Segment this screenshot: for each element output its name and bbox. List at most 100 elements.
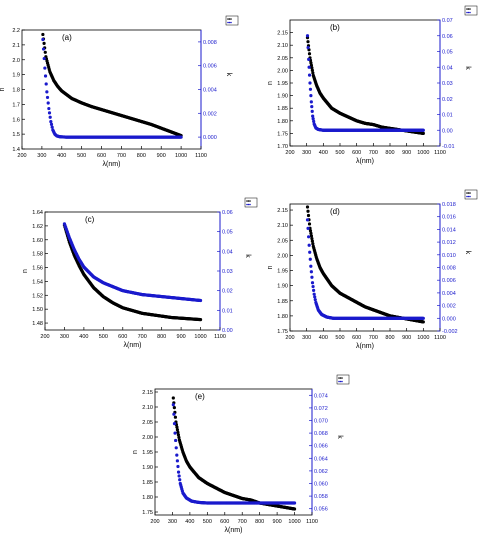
x-tick-label: 500 (99, 334, 108, 340)
y-right-tick-label: 0.006 (203, 64, 217, 70)
y-left-tick-label: 1.60 (32, 238, 43, 244)
y-left-tick-label: 1.90 (277, 94, 288, 100)
y-left-tick-label: 2.10 (142, 405, 153, 411)
y-left-tick-label: 1.58 (32, 252, 43, 258)
data-point (309, 63, 314, 67)
data-point (175, 428, 180, 432)
y-left-tick-label: 1.85 (277, 299, 288, 305)
data-point (173, 415, 178, 419)
y-right-tick-label: 0.03 (442, 81, 453, 87)
legend (464, 189, 478, 200)
series-k (171, 403, 297, 505)
y-left-axis-label: n (267, 81, 274, 85)
data-point (310, 236, 314, 241)
data-point (45, 90, 49, 94)
chart-panel-c: 200 300 400 500 600 700 800 900 1000 1100 1.48 1.50… (22, 197, 258, 349)
data-point (313, 295, 317, 299)
y-right-tick-label: 0.014 (442, 227, 456, 233)
legend-box (244, 197, 258, 208)
y-left-tick-label: 1.70 (277, 144, 288, 150)
y-left-tick-label: 1.9 (12, 73, 20, 79)
y-right-tick-label: 0.010 (442, 253, 456, 259)
data-point (198, 317, 203, 322)
chart-panel-a: 200 300 400 500 600 700 800 900 1000 1100 1.4 1.5 1.… (0, 15, 239, 168)
legend-marker-k (228, 21, 231, 24)
legend (225, 15, 239, 26)
y-right-axis-label: k (225, 73, 232, 77)
x-tick-label: 200 (17, 153, 26, 159)
data-point (47, 111, 52, 115)
data-point (49, 122, 54, 127)
data-point (172, 406, 176, 410)
data-point (174, 438, 178, 443)
y-right-tick-label: -0.002 (442, 329, 458, 335)
x-tick-label: 500 (335, 335, 344, 341)
y-left-tick-label: 1.75 (277, 131, 288, 137)
data-point (307, 243, 311, 247)
y-right-tick-label: 0.000 (442, 316, 456, 322)
data-point (309, 264, 313, 268)
legend-marker-n (227, 18, 229, 20)
series-n (41, 32, 183, 138)
data-point (306, 213, 311, 218)
y-right-tick-label: 0.016 (442, 215, 456, 221)
y-left-tick-label: 2.00 (277, 253, 288, 259)
y-right-axis-label: k (336, 435, 343, 439)
y-left-tick-label: 1.85 (142, 480, 153, 486)
data-point (175, 453, 179, 457)
x-tick-label: 900 (402, 335, 411, 341)
data-point (47, 106, 51, 111)
legend-marker-k (469, 195, 471, 198)
x-tick-label: 700 (117, 153, 126, 159)
x-tick-label: 300 (37, 153, 46, 159)
y-right-tick-label: 0.066 (314, 444, 328, 450)
series-k (41, 37, 183, 139)
x-tick-label: 400 (79, 334, 88, 340)
y-left-tick-label: 1.80 (277, 119, 288, 125)
legend-box (464, 189, 478, 200)
data-point (311, 117, 315, 121)
data-point (310, 239, 314, 243)
y-left-tick-label: 2.05 (277, 238, 288, 244)
y-right-tick-label: 0.00 (442, 128, 453, 134)
y-right-tick-label: 0.070 (314, 419, 328, 425)
data-point (48, 115, 52, 119)
y-left-tick-label: 1.8 (12, 88, 20, 94)
y-right-tick-label: 0.068 (314, 431, 328, 437)
x-tick-label: 700 (238, 519, 247, 525)
legend-marker-n (228, 18, 231, 20)
x-tick-label: 300 (302, 335, 311, 341)
panel-label: (c) (85, 215, 95, 224)
x-tick-label: 300 (302, 150, 311, 156)
data-point (307, 52, 312, 56)
legend (244, 197, 258, 208)
legend-box (464, 5, 478, 16)
legend-marker-k (339, 380, 342, 383)
x-tick-label: 800 (385, 335, 394, 341)
y-right-tick-label: 0.06 (222, 210, 233, 216)
legend-marker-n (467, 192, 470, 194)
y-right-tick-label: 0.06 (442, 34, 453, 40)
y-right-tick-label: 0.004 (203, 88, 217, 94)
data-point (172, 422, 177, 426)
data-point (292, 501, 297, 505)
legend-marker-n (339, 377, 342, 379)
data-point (41, 47, 46, 51)
data-point (305, 205, 310, 209)
x-tick-label: 1100 (195, 153, 207, 159)
panel-label: (d) (330, 207, 340, 216)
legend-marker-k (338, 380, 340, 383)
legend-marker-n (469, 8, 471, 10)
y-right-tick-label: 0.074 (314, 393, 328, 399)
legend-marker-n (466, 8, 468, 10)
data-point (43, 50, 47, 54)
legend-marker-k (466, 11, 468, 14)
y-right-axis-label: k (464, 251, 471, 255)
y-right-tick-label: 0.04 (222, 249, 233, 255)
data-point (45, 95, 50, 100)
legend-marker-n (467, 8, 470, 10)
x-tick-label: 800 (385, 150, 394, 156)
data-point (421, 128, 425, 132)
data-point (313, 298, 317, 302)
x-tick-label: 700 (138, 334, 147, 340)
